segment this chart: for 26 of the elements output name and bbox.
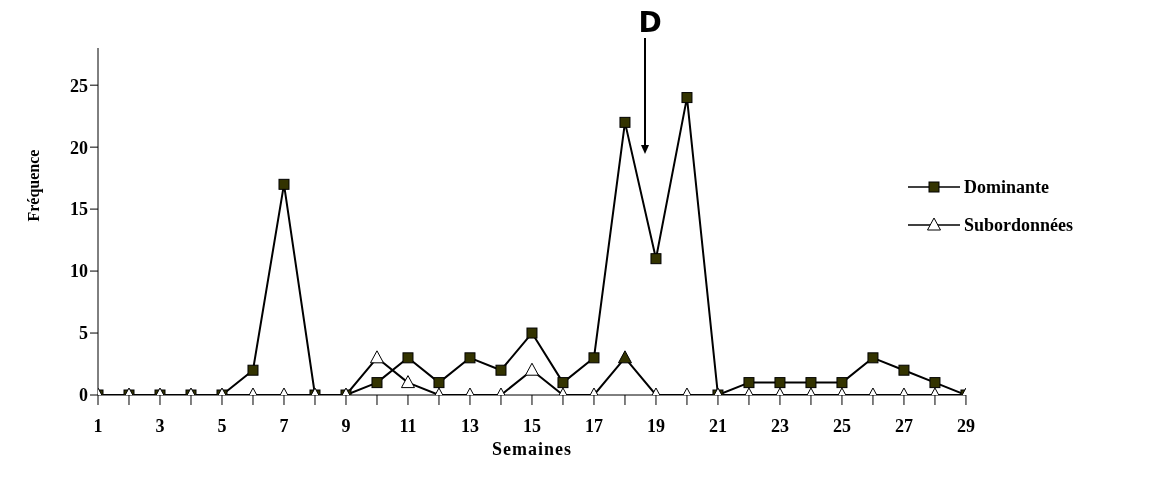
legend-label: Dominante <box>963 176 1049 198</box>
x-tick-label: 11 <box>399 415 417 436</box>
y-tick-label: 10 <box>70 261 88 282</box>
y-tick-label: 0 <box>79 385 88 406</box>
x-tick-label: 1 <box>93 415 103 436</box>
y-axis-title: Fréquence <box>24 149 43 222</box>
x-tick-label: 13 <box>460 415 479 436</box>
x-tick-label: 21 <box>708 415 727 436</box>
legend-label: Subordonnées <box>963 214 1073 236</box>
y-tick-label: 5 <box>79 323 88 344</box>
x-tick-label: 5 <box>217 415 227 436</box>
y-tick-label: 15 <box>70 199 88 220</box>
x-tick-label: 17 <box>584 415 603 436</box>
x-tick-label: 3 <box>155 415 165 436</box>
x-tick-label: 27 <box>894 415 913 436</box>
text: D <box>638 6 662 39</box>
x-axis-title: Semaines <box>491 439 572 459</box>
x-tick-label: 29 <box>956 415 975 436</box>
y-tick-label: 20 <box>70 137 88 158</box>
x-tick-label: 15 <box>522 415 541 436</box>
x-tick-label: 7 <box>279 415 289 436</box>
y-tick-label: 25 <box>70 75 88 96</box>
x-tick-label: 25 <box>832 415 851 436</box>
x-tick-label: 19 <box>646 415 665 436</box>
x-tick-label: 23 <box>770 415 789 436</box>
x-tick-label: 9 <box>341 415 351 436</box>
